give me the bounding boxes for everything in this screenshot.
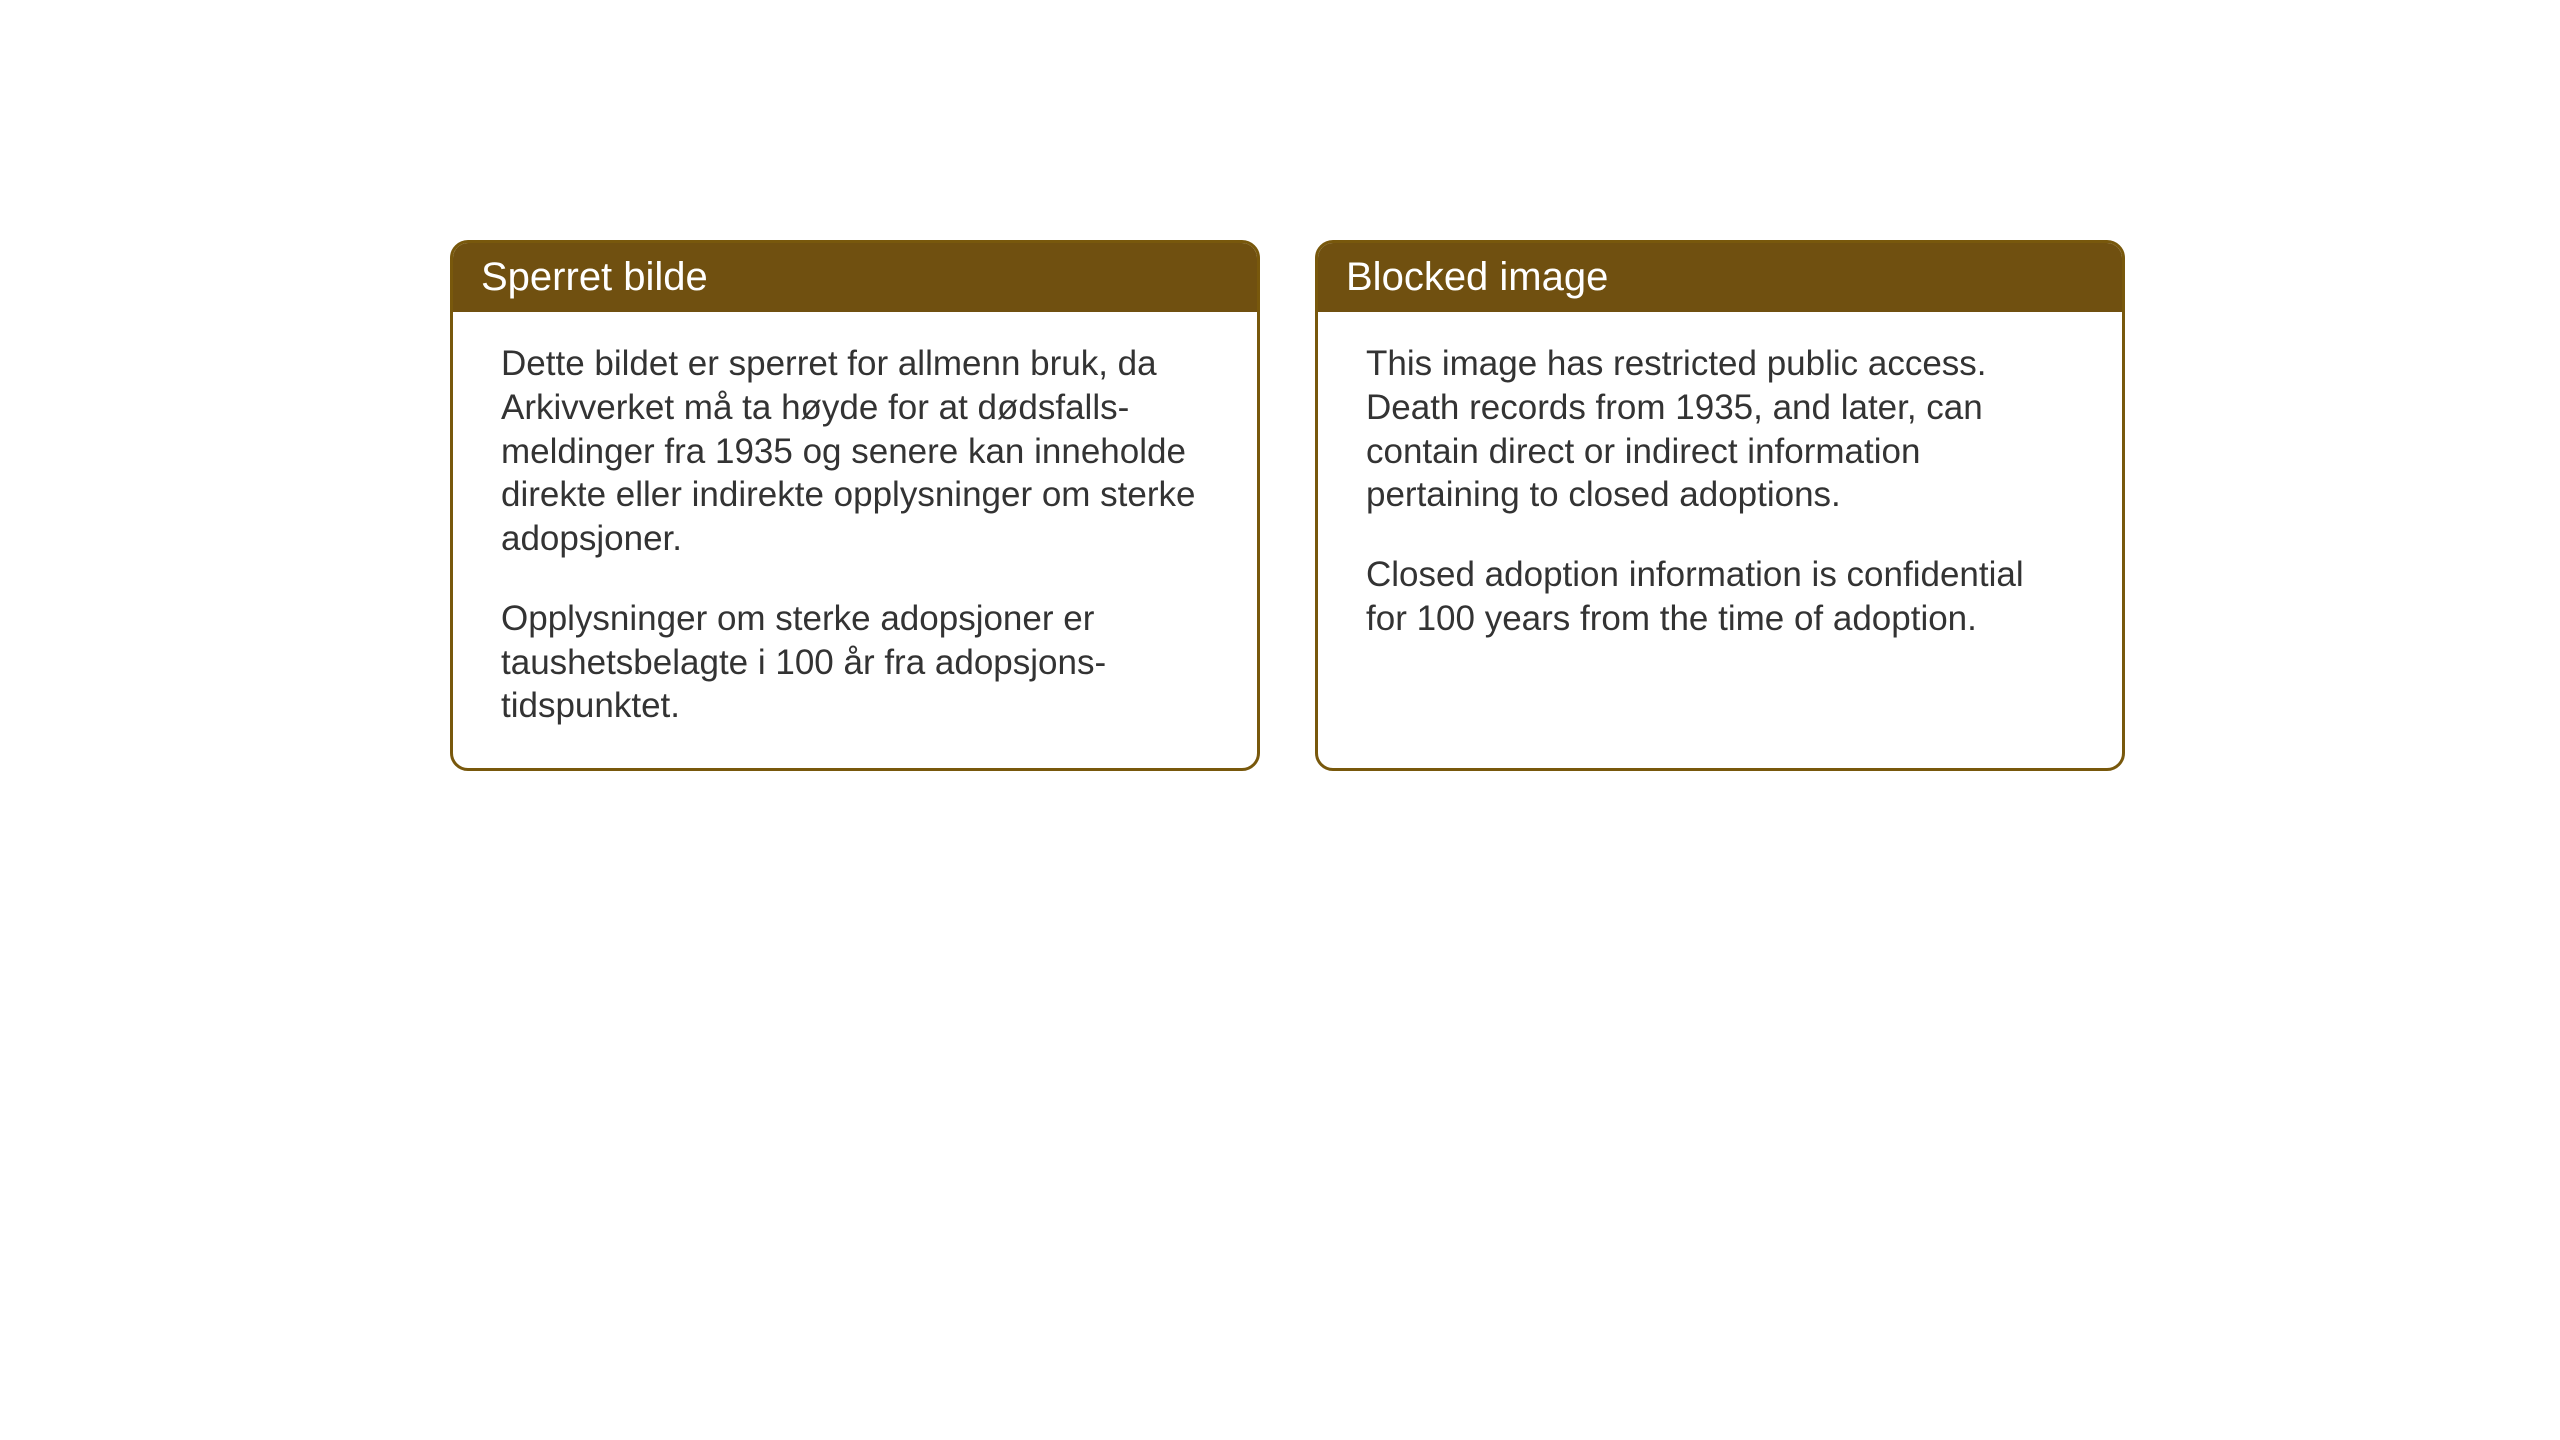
notice-container: Sperret bilde Dette bildet er sperret fo… xyxy=(0,0,2560,771)
card-header-norwegian: Sperret bilde xyxy=(453,243,1257,312)
card-body-english: This image has restricted public access.… xyxy=(1318,312,2122,681)
notice-paragraph: This image has restricted public access.… xyxy=(1366,342,2074,517)
card-body-norwegian: Dette bildet er sperret for allmenn bruk… xyxy=(453,312,1257,768)
notice-card-english: Blocked image This image has restricted … xyxy=(1315,240,2125,771)
notice-card-norwegian: Sperret bilde Dette bildet er sperret fo… xyxy=(450,240,1260,771)
notice-paragraph: Opplysninger om sterke adopsjoner er tau… xyxy=(501,597,1209,728)
notice-paragraph: Dette bildet er sperret for allmenn bruk… xyxy=(501,342,1209,561)
notice-paragraph: Closed adoption information is confident… xyxy=(1366,553,2074,641)
card-header-english: Blocked image xyxy=(1318,243,2122,312)
